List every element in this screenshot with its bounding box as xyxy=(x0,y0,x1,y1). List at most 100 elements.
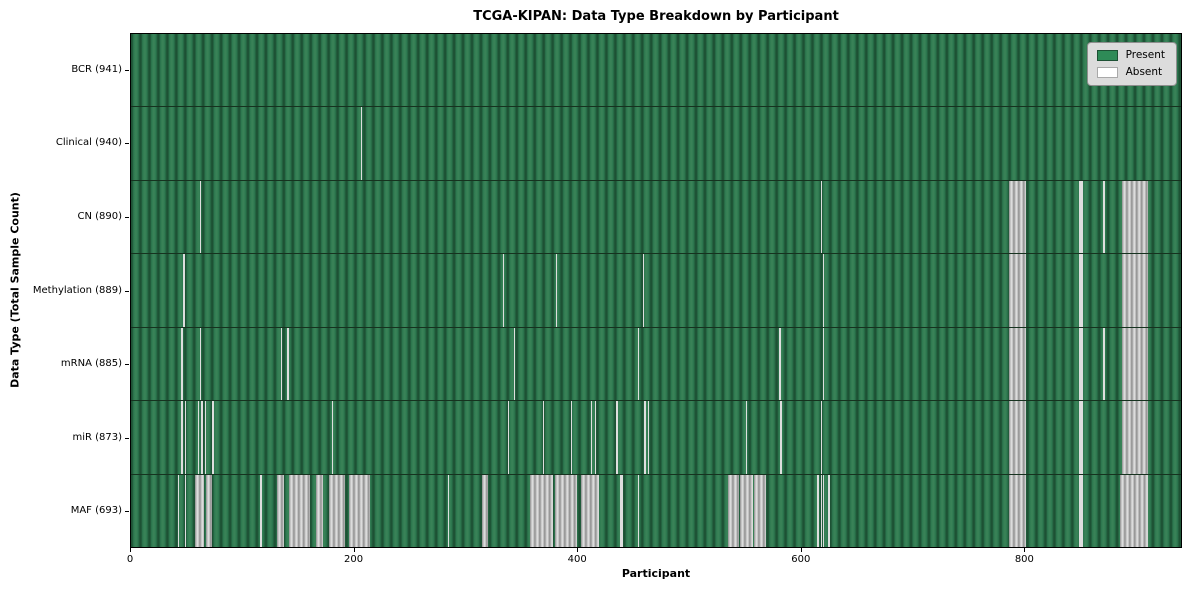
absent-stripe xyxy=(280,327,282,401)
absent-stripe xyxy=(1121,254,1148,327)
absent-stripe xyxy=(1119,474,1148,547)
absent-stripe xyxy=(820,401,822,474)
absent-stripe xyxy=(482,474,489,547)
absent-stripe xyxy=(822,327,825,401)
heatmap-row-maf xyxy=(131,474,1181,547)
y-tick-mark xyxy=(125,364,129,365)
y-tick-label-mir: miR (873) xyxy=(72,432,122,443)
absent-stripe xyxy=(595,401,597,474)
x-tick-label: 200 xyxy=(344,554,364,565)
heatmap-row-cn xyxy=(131,180,1181,255)
absent-stripe xyxy=(181,327,183,401)
absent-stripe xyxy=(260,474,262,547)
absent-stripe xyxy=(637,327,639,401)
x-tick-mark xyxy=(130,548,131,552)
absent-stripe xyxy=(197,401,200,474)
absent-stripe xyxy=(644,401,646,474)
absent-stripe xyxy=(1079,401,1083,474)
x-tick-label: 600 xyxy=(791,554,811,565)
x-axis-label: Participant xyxy=(621,567,691,580)
absent-stripe xyxy=(212,401,214,474)
absent-stripe xyxy=(177,474,180,547)
y-tick-mark xyxy=(125,143,129,144)
legend-item-present: Present xyxy=(1096,49,1165,61)
absent-stripe xyxy=(1009,401,1026,474)
chart-title: TCGA-KIPAN: Data Type Breakdown by Parti… xyxy=(473,9,839,24)
absent-stripe xyxy=(316,474,323,547)
absent-stripe xyxy=(828,474,830,547)
absent-stripe xyxy=(502,254,504,327)
absent-stripe xyxy=(287,327,289,401)
absent-stripe xyxy=(1079,180,1083,254)
absent-stripe xyxy=(1102,180,1106,254)
heatmap-row-methylation xyxy=(131,254,1181,328)
absent-stripe xyxy=(647,401,649,474)
y-tick-mark xyxy=(125,291,129,292)
absent-stripe xyxy=(1009,327,1026,401)
absent-stripe xyxy=(183,254,185,327)
absent-stripe xyxy=(542,401,545,474)
absent-stripe xyxy=(360,107,363,180)
absent-stripe xyxy=(817,474,819,547)
x-tick-mark xyxy=(577,548,578,552)
y-tick-label-clinical: Clinical (940) xyxy=(55,137,122,148)
absent-stripe xyxy=(1121,401,1148,474)
absent-stripe xyxy=(616,401,618,474)
absent-stripe xyxy=(590,401,593,474)
absent-stripe xyxy=(204,401,206,474)
x-tick-mark xyxy=(354,548,355,552)
plot-area: Present Absent xyxy=(130,33,1182,548)
absent-stripe xyxy=(779,327,781,401)
absent-stripe xyxy=(277,474,284,547)
x-tick-mark xyxy=(1024,548,1025,552)
legend-item-absent: Absent xyxy=(1096,66,1165,78)
y-tick-mark xyxy=(125,511,129,512)
y-tick-mark xyxy=(125,70,129,71)
absent-stripe xyxy=(637,474,639,547)
absent-stripe xyxy=(619,474,624,547)
absent-stripe xyxy=(200,180,202,254)
absent-stripe xyxy=(1079,254,1083,327)
absent-stripe xyxy=(820,474,822,547)
absent-stripe xyxy=(570,401,572,474)
heatmap-row-bcr xyxy=(131,34,1181,108)
absent-stripe xyxy=(201,401,203,474)
absent-stripe xyxy=(530,474,553,547)
absent-stripe xyxy=(289,474,310,547)
absent-stripe xyxy=(1009,254,1026,327)
legend-label-present: Present xyxy=(1125,49,1165,61)
absent-stripe xyxy=(822,474,825,547)
absent-stripe xyxy=(727,474,740,547)
absent-stripe xyxy=(1079,474,1083,547)
absent-stripe xyxy=(1121,180,1148,254)
absent-stripe xyxy=(1079,327,1083,401)
x-tick-mark xyxy=(801,548,802,552)
y-tick-label-cn: CN (890) xyxy=(77,211,122,222)
absent-stripe xyxy=(1102,327,1106,401)
absent-stripe xyxy=(1121,327,1148,401)
absent-stripe xyxy=(205,474,213,547)
y-tick-mark xyxy=(125,217,129,218)
heatmap-row-clinical xyxy=(131,107,1181,181)
absent-stripe xyxy=(780,401,782,474)
absent-stripe xyxy=(822,254,825,327)
y-tick-label-methylation: Methylation (889) xyxy=(32,285,122,296)
absent-stripe xyxy=(200,327,202,401)
absent-stripe xyxy=(556,254,558,327)
y-tick-label-mrna: mRNA (885) xyxy=(60,358,122,369)
y-tick-label-bcr: BCR (941) xyxy=(71,64,122,75)
absent-stripe xyxy=(513,327,516,401)
absent-swatch-icon xyxy=(1096,67,1118,78)
absent-stripe xyxy=(753,474,766,547)
absent-stripe xyxy=(745,401,748,474)
legend: Present Absent xyxy=(1086,42,1177,86)
absent-stripe xyxy=(555,474,578,547)
absent-stripe xyxy=(1009,180,1026,254)
absent-stripe xyxy=(194,474,204,547)
absent-stripe xyxy=(820,180,822,254)
legend-label-absent: Absent xyxy=(1125,66,1163,78)
x-tick-label: 0 xyxy=(126,554,134,565)
absent-stripe xyxy=(508,401,510,474)
absent-stripe xyxy=(1009,474,1026,547)
